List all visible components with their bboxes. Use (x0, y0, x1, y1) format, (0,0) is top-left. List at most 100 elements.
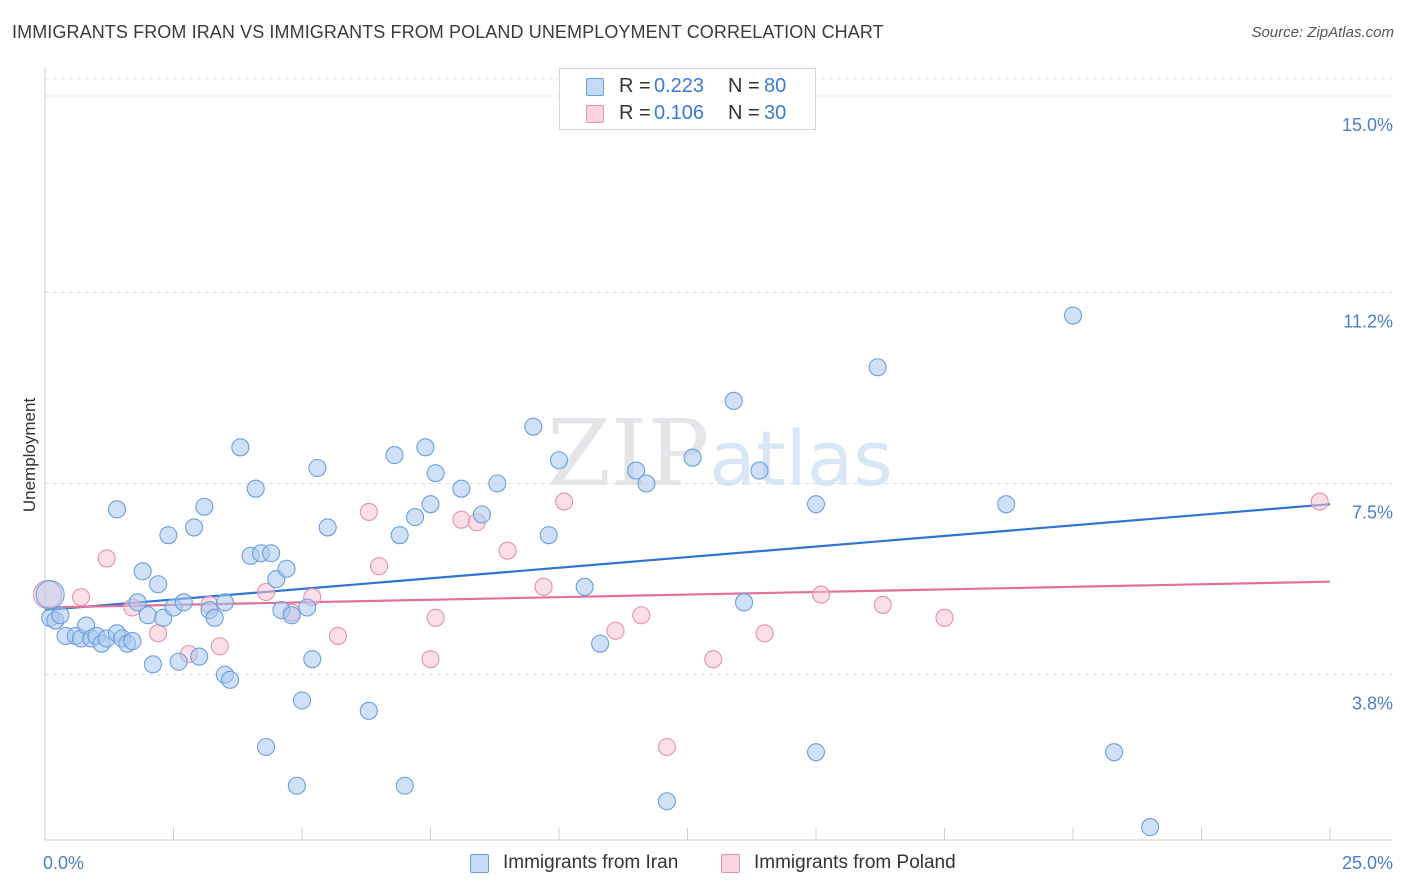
data-point-iran (472, 505, 491, 524)
data-point-iran (868, 358, 887, 377)
trend-lines (44, 503, 1331, 612)
axes (44, 68, 1392, 841)
data-points (33, 306, 1329, 837)
series-name-poland: Immigrants from Poland (754, 852, 956, 873)
data-point-iran (724, 391, 743, 410)
data-point-iran (524, 417, 543, 436)
data-point-iran (734, 593, 754, 612)
legend-r-label: R = (619, 75, 651, 97)
series-swatch-poland (721, 854, 740, 873)
data-point-iran (220, 670, 240, 689)
data-point-poland (256, 582, 276, 602)
data-point-poland (359, 502, 378, 521)
data-point-iran (549, 451, 569, 470)
source-label: Source: ZipAtlas.com (1251, 24, 1394, 41)
data-point-iran (539, 526, 558, 545)
data-point-iran (303, 650, 322, 669)
data-point-iran (421, 495, 440, 514)
data-point-poland (452, 510, 471, 529)
data-point-iran (390, 526, 409, 545)
data-point-iran (246, 479, 265, 498)
data-point-iran (262, 544, 281, 563)
data-point-iran (488, 474, 507, 493)
legend-n-label: N = (728, 75, 760, 97)
legend-r-value-poland: 0.106 (654, 102, 705, 124)
data-point-poland (555, 492, 574, 511)
data-point-poland (873, 595, 892, 614)
x-tick-label: 0.0% (43, 853, 84, 873)
data-point-poland (370, 557, 389, 576)
data-point-poland (606, 621, 625, 640)
data-point-iran (277, 559, 296, 578)
y-tick-label: 3.8% (1352, 694, 1393, 714)
data-point-iran (138, 606, 157, 625)
data-point-iran (575, 577, 594, 596)
data-point-iran (149, 575, 168, 594)
data-point-iran (806, 495, 826, 514)
data-point-iran (205, 608, 224, 627)
correlation-legend: R = 0.223 N = 80 R = 0.106 N = 30 (559, 68, 816, 130)
data-point-iran (637, 474, 656, 493)
legend-n-value-iran: 80 (764, 75, 787, 97)
data-point-poland (935, 608, 954, 627)
data-point-poland (421, 650, 440, 669)
series-swatch-iran (470, 854, 489, 873)
data-point-iran (287, 776, 306, 795)
tick-labels: 3.8% 7.5% 11.2% 15.0% 0.0% 25.0% (43, 115, 1393, 873)
data-point-iran (657, 792, 676, 811)
data-point-poland (632, 606, 651, 625)
data-point-iran (51, 606, 70, 625)
data-point-iran (416, 438, 435, 457)
x-tick-label: 25.0% (1342, 853, 1393, 873)
y-tick-label: 7.5% (1352, 503, 1393, 523)
y-axis-title: Unemployment (20, 398, 39, 513)
data-point-iran (231, 438, 250, 457)
data-point-iran (123, 632, 142, 651)
data-point-iran (452, 479, 471, 498)
data-point-iran (750, 461, 769, 480)
data-point-iran (282, 606, 301, 625)
data-point-iran (1105, 743, 1124, 762)
data-point-poland (704, 650, 723, 669)
data-point-poland (498, 541, 517, 560)
data-point-iran (359, 701, 378, 720)
data-point-iran (256, 737, 276, 757)
trend-line-poland (44, 580, 1331, 609)
data-point-iran (997, 495, 1016, 514)
series-legend: Immigrants from Iran Immigrants from Pol… (0, 851, 1406, 877)
data-point-iran (35, 580, 65, 610)
data-point-iran (159, 526, 178, 545)
data-point-iran (1141, 818, 1160, 837)
data-point-iran (174, 593, 193, 612)
data-point-poland (71, 588, 91, 607)
legend-r-label: R = (619, 102, 651, 124)
data-point-iran (128, 593, 147, 612)
data-point-iran (806, 743, 826, 762)
data-point-iran (133, 562, 152, 581)
legend-r-value-iran: 0.223 (654, 75, 705, 97)
data-point-iran (395, 776, 414, 795)
data-point-poland (149, 624, 168, 643)
data-point-poland (534, 577, 553, 596)
data-point-poland (210, 637, 229, 656)
chart-title: IMMIGRANTS FROM IRAN VS IMMIGRANTS FROM … (12, 22, 884, 42)
data-point-iran (195, 497, 214, 516)
data-point-iran (318, 518, 337, 537)
data-point-iran (185, 518, 204, 537)
y-tick-label: 11.2% (1343, 311, 1393, 331)
data-point-iran (107, 500, 127, 519)
data-point-poland (1310, 492, 1329, 511)
data-point-poland (426, 608, 445, 627)
data-point-iran (406, 508, 425, 527)
y-tick-label: 15.0% (1342, 115, 1393, 135)
data-point-poland (657, 737, 676, 757)
data-point-iran (292, 691, 312, 710)
series-name-iran: Immigrants from Iran (503, 852, 679, 873)
legend-swatch-poland (586, 105, 604, 123)
data-point-iran (298, 598, 317, 617)
data-point-iran (190, 647, 209, 666)
data-point-iran (683, 448, 702, 467)
data-point-iran (143, 655, 162, 674)
data-point-poland (328, 626, 348, 645)
